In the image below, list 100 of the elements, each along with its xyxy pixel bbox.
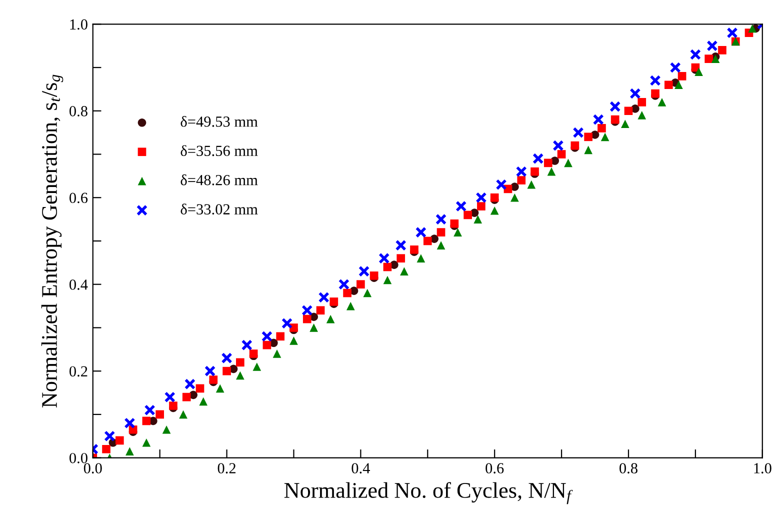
point <box>658 98 666 106</box>
point <box>310 324 318 332</box>
point <box>216 384 224 393</box>
point <box>610 100 621 112</box>
point <box>570 141 580 150</box>
point <box>598 124 606 132</box>
x-tick-label: 1.0 <box>754 463 772 474</box>
point <box>726 27 738 38</box>
point <box>204 366 216 377</box>
point <box>490 193 499 202</box>
point <box>338 278 350 290</box>
point <box>356 280 365 289</box>
x-tick-label: 0.0 <box>84 463 102 474</box>
point <box>164 392 176 403</box>
point <box>290 336 298 345</box>
y-tick-label: 0.8 <box>70 106 88 116</box>
point <box>124 418 136 429</box>
point <box>156 410 164 419</box>
point <box>358 266 370 277</box>
point <box>456 200 467 212</box>
y-axis-title: Normalized Entropy Generation, s$_{t}$/s$_{g}$ <box>41 74 64 408</box>
point <box>104 430 116 442</box>
point <box>169 402 178 410</box>
point <box>196 384 204 393</box>
legend-label: δ=33.02 mm <box>180 204 258 215</box>
point <box>326 314 335 324</box>
point <box>302 304 313 316</box>
point <box>650 74 661 86</box>
point <box>290 324 298 332</box>
point <box>182 392 191 402</box>
point <box>396 254 406 262</box>
point <box>249 350 258 358</box>
point <box>262 340 272 350</box>
x-tick-label: 0.4 <box>352 463 370 474</box>
point <box>496 179 507 190</box>
point <box>318 292 330 303</box>
point <box>302 314 312 324</box>
point <box>423 236 432 246</box>
point <box>115 436 124 445</box>
point <box>638 111 646 120</box>
point <box>664 80 673 90</box>
point <box>221 352 232 364</box>
point <box>532 153 544 164</box>
point <box>184 378 196 390</box>
point <box>706 40 718 52</box>
point <box>624 106 633 116</box>
point <box>748 24 757 33</box>
point <box>383 276 392 284</box>
point <box>241 339 252 351</box>
point <box>416 254 426 262</box>
x-tick-label: 0.6 <box>486 463 504 474</box>
point <box>395 240 406 251</box>
y-tick-label: 0.2 <box>70 366 88 377</box>
point <box>126 447 134 456</box>
point <box>620 120 630 128</box>
point <box>450 219 459 228</box>
point <box>516 166 527 178</box>
point <box>162 425 171 434</box>
point <box>592 114 604 126</box>
point <box>704 54 713 64</box>
point <box>474 215 482 224</box>
point <box>436 228 446 236</box>
point <box>527 180 536 189</box>
point <box>199 397 208 406</box>
y-tick-label: 0.6 <box>70 192 88 204</box>
point <box>142 438 151 447</box>
point <box>547 167 556 176</box>
point <box>346 302 355 310</box>
y-tick-label: 1.0 <box>70 19 88 30</box>
point <box>102 444 110 454</box>
point <box>557 150 566 158</box>
point <box>694 68 703 76</box>
point <box>564 158 572 168</box>
legend-label: δ=35.56 mm <box>180 145 258 156</box>
point <box>464 210 472 220</box>
point <box>476 192 487 204</box>
point <box>718 46 726 54</box>
point <box>330 298 338 306</box>
point <box>552 140 564 152</box>
point <box>236 358 244 367</box>
point <box>670 62 681 74</box>
y-tick-label: 0.0 <box>70 452 88 464</box>
point <box>209 376 218 384</box>
point <box>572 127 584 138</box>
point <box>400 267 408 276</box>
point <box>222 366 231 376</box>
point <box>517 176 526 184</box>
point <box>530 167 539 176</box>
point <box>252 362 262 371</box>
point <box>236 371 244 380</box>
point <box>584 132 592 142</box>
point <box>179 410 188 419</box>
x-axis-title: Normalized No. of Cycles, N/N$_{f}$ <box>284 482 573 504</box>
point <box>144 404 156 416</box>
point <box>584 146 592 154</box>
point <box>316 306 325 315</box>
point <box>610 115 620 124</box>
point <box>630 88 641 100</box>
point <box>383 262 392 272</box>
x-tick-label: 0.8 <box>620 463 638 474</box>
